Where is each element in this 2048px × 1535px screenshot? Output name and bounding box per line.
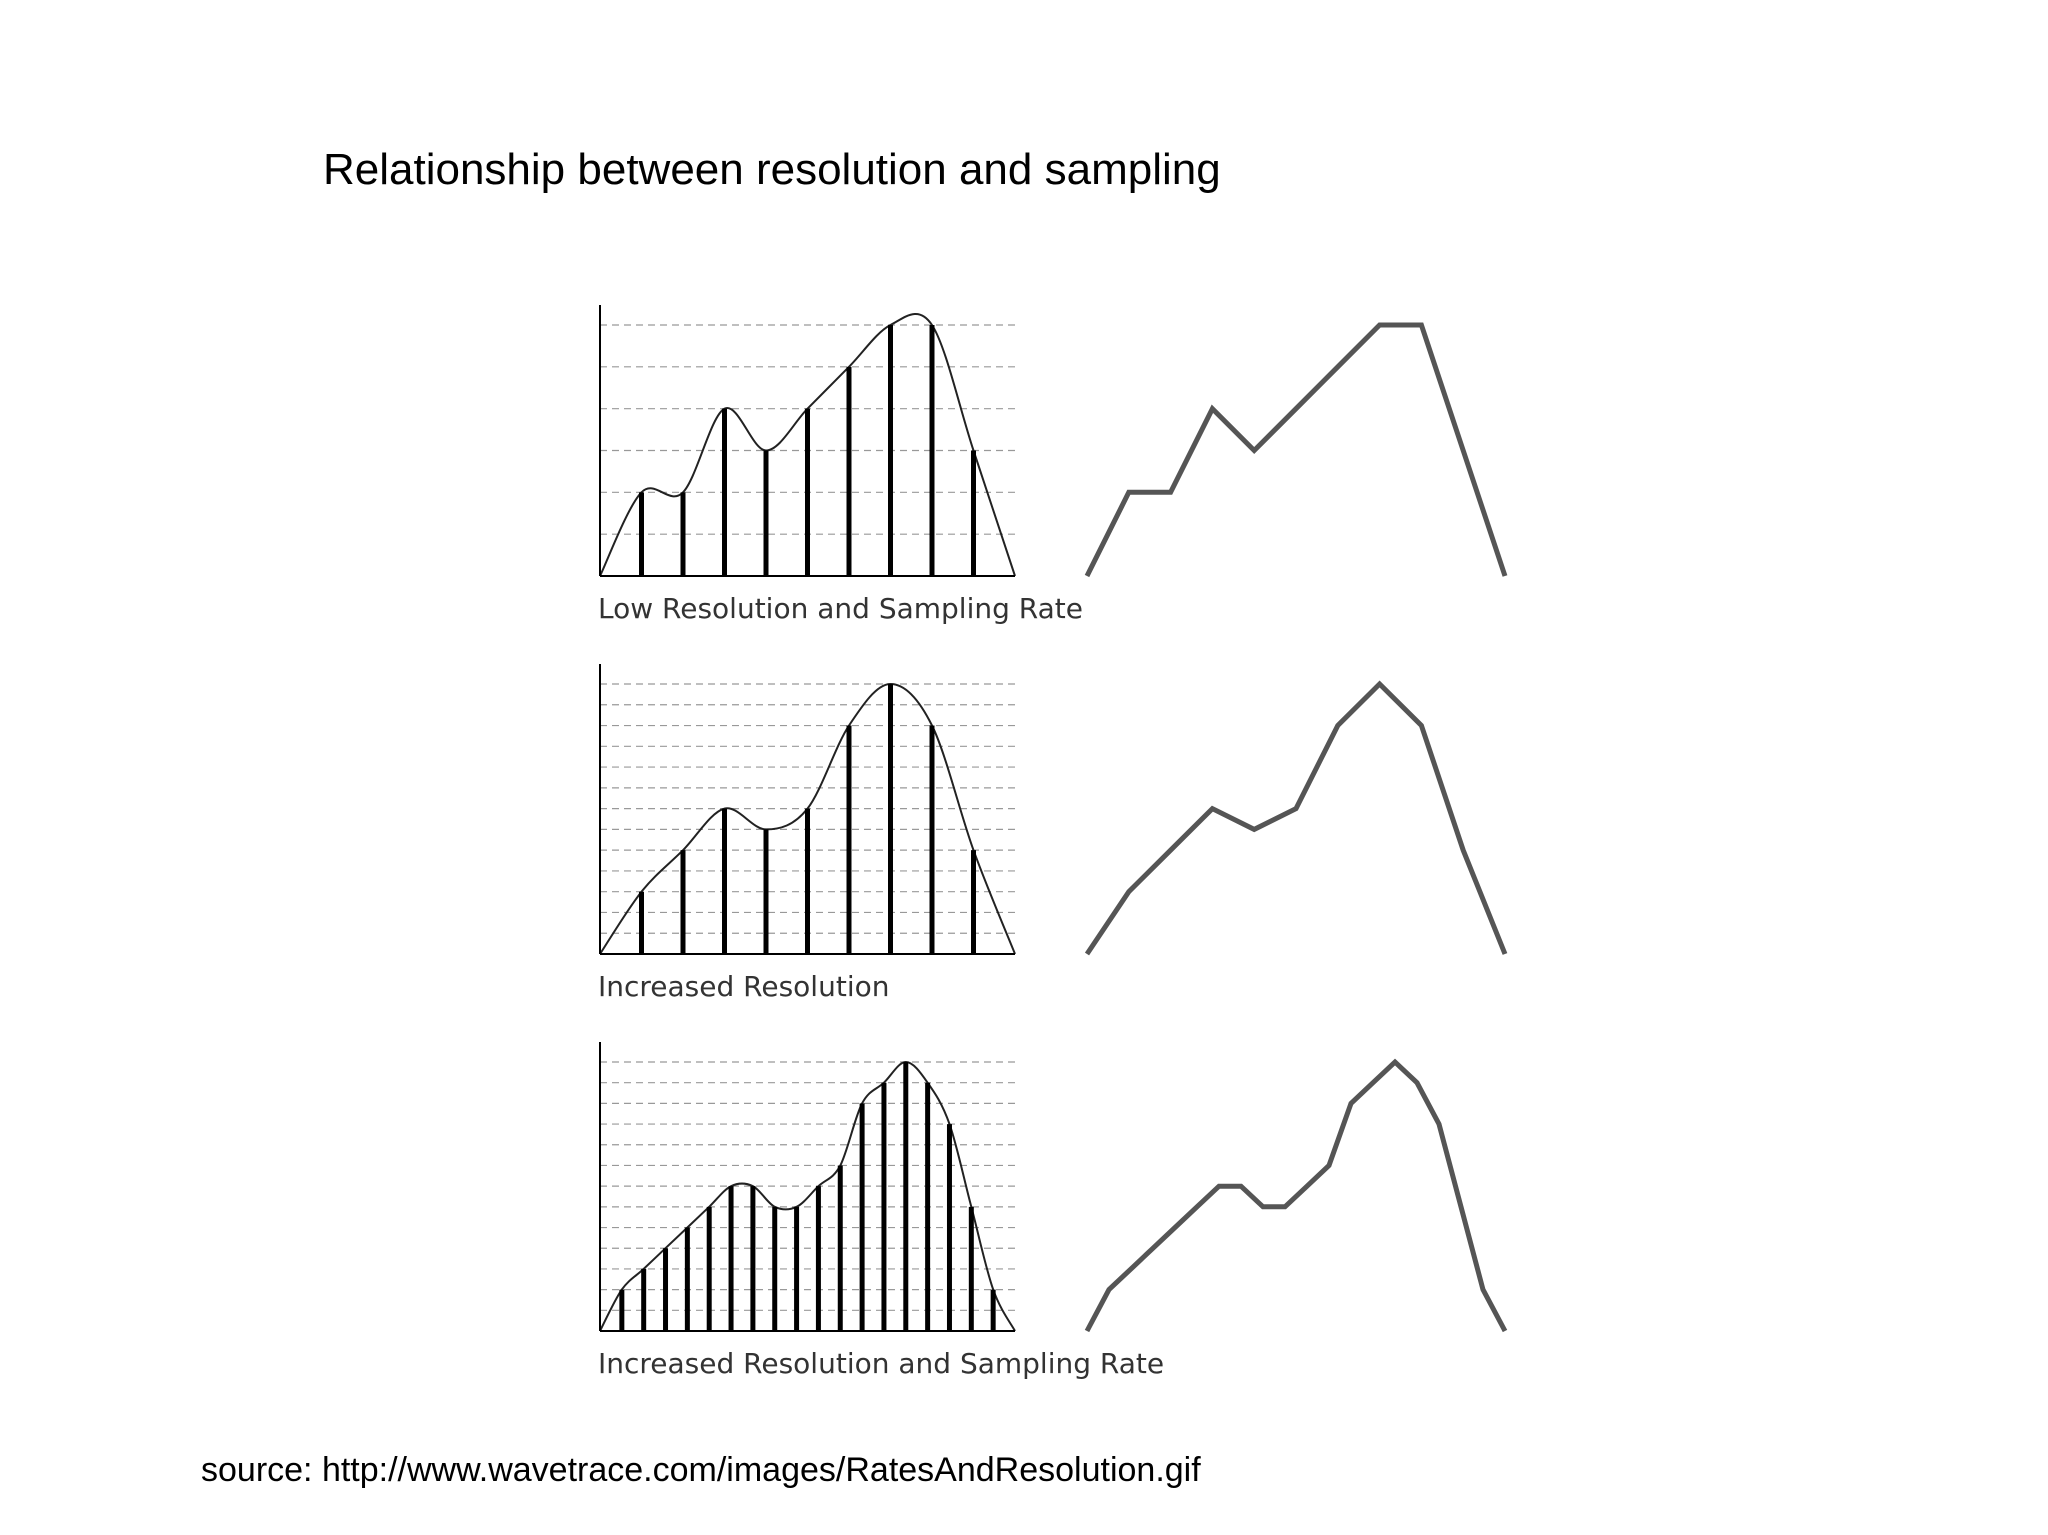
analog-waveform bbox=[599, 682, 1016, 955]
panel-caption: Increased Resolution bbox=[598, 970, 889, 1003]
reconstructed-waveform bbox=[1084, 1058, 1508, 1333]
slide-title: Relationship between resolution and samp… bbox=[323, 145, 1221, 194]
reconstructed-waveform bbox=[1084, 680, 1508, 956]
source-citation: source: http://www.wavetrace.com/images/… bbox=[201, 1451, 1201, 1489]
panel-caption: Increased Resolution and Sampling Rate bbox=[598, 1347, 1164, 1380]
panel-increased-resolution-and-sampling-rate: Increased Resolution and Sampling Rate bbox=[598, 1042, 1508, 1380]
reconstructed-waveform bbox=[1084, 322, 1508, 578]
panel-caption: Low Resolution and Sampling Rate bbox=[598, 592, 1083, 625]
panel-low-resolution: Low Resolution and Sampling Rate bbox=[598, 305, 1508, 625]
panel-increased-resolution: Increased Resolution bbox=[598, 664, 1508, 1003]
analog-waveform bbox=[599, 1060, 1016, 1332]
